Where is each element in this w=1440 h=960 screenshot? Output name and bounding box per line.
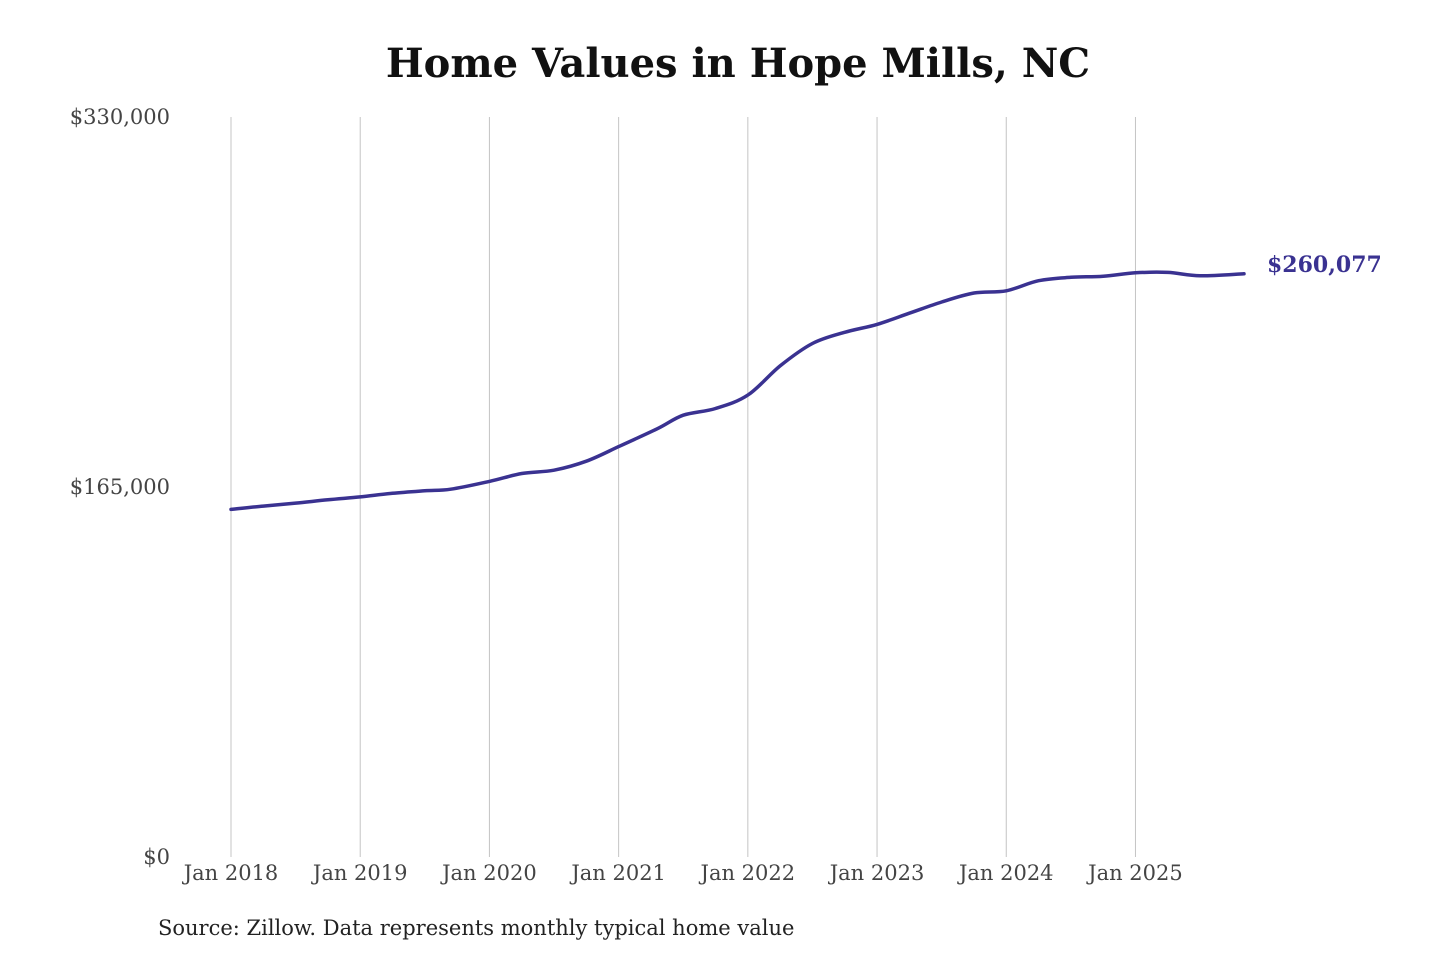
gridlines [230,117,1136,857]
y-tick-label: $0 [143,845,170,869]
y-axis: $330,000 $165,000 $0 [70,105,170,869]
series-lines [229,270,1246,512]
x-tick-label: Jan 2018 [182,861,279,885]
x-tick-label: Jan 2024 [957,861,1054,885]
x-tick-label: Jan 2025 [1086,861,1183,885]
end-value-label: $260,077 [1267,252,1382,278]
x-tick-label: Jan 2020 [440,861,537,885]
x-tick-label: Jan 2023 [828,861,925,885]
series-line [229,270,1246,512]
x-tick-label: Jan 2019 [311,861,408,885]
end-value-labels: $260,077 [1267,252,1382,278]
x-tick-label: Jan 2022 [699,861,796,885]
x-tick-label: Jan 2021 [569,861,666,885]
chart-title: Home Values in Hope Mills, NC [385,40,1091,87]
source-note: Source: Zillow. Data represents monthly … [158,916,795,940]
x-axis: Jan 2018 Jan 2019 Jan 2020 Jan 2021 Jan 2022… [182,861,1183,885]
y-tick-label: $330,000 [70,105,170,129]
y-tick-label: $165,000 [70,475,170,499]
